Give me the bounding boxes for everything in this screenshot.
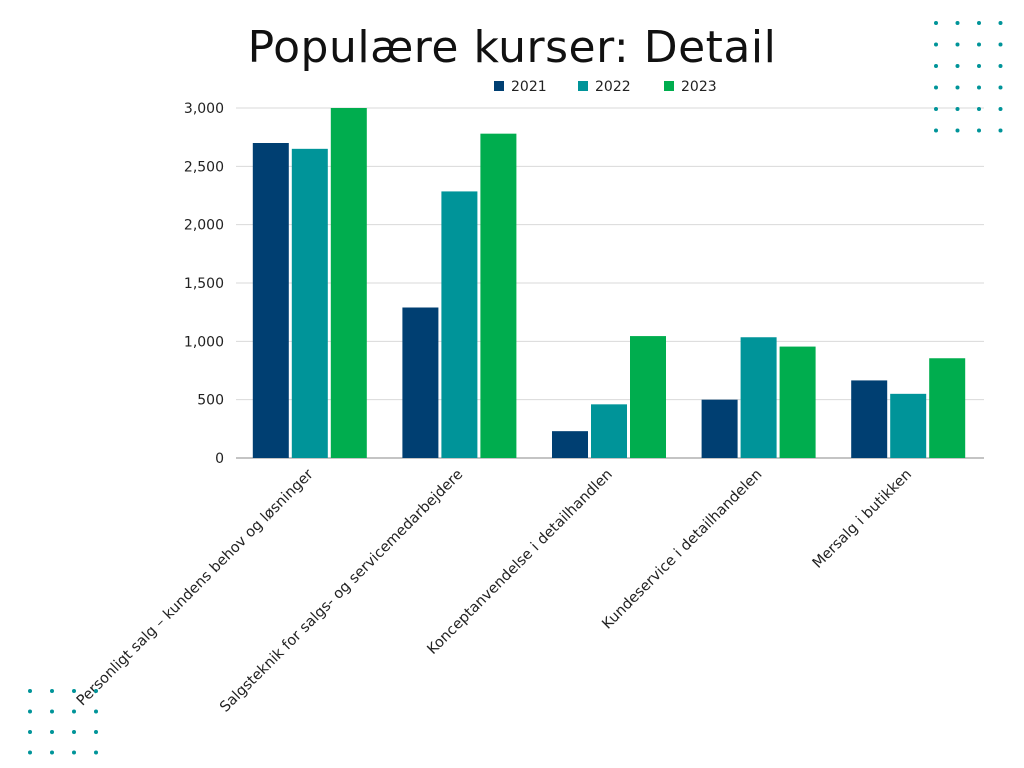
bar-2022 bbox=[291, 148, 328, 459]
bar-2022 bbox=[740, 337, 777, 458]
decorative-dot bbox=[94, 689, 98, 693]
decorative-dot bbox=[977, 64, 981, 68]
legend-label: 2022 bbox=[595, 79, 631, 95]
decorative-dot bbox=[955, 21, 960, 25]
decorative-dot bbox=[94, 709, 98, 714]
decorative-dot bbox=[977, 128, 981, 133]
y-axis-ticks: 0 500 1,000 1,500 2,000 2,500 3,000 bbox=[184, 101, 224, 467]
decorative-dot bbox=[28, 709, 32, 714]
bar-2023 bbox=[480, 133, 517, 458]
decorative-dot bbox=[50, 750, 54, 755]
bar-2023 bbox=[330, 108, 367, 458]
x-category-label: Salgsteknik for salgs- og servicemedarbe… bbox=[217, 466, 466, 715]
decorative-dot bbox=[977, 107, 981, 111]
bar-2023 bbox=[630, 336, 666, 458]
decorative-dot bbox=[955, 107, 960, 111]
decorative-dot bbox=[94, 730, 98, 734]
decorative-dot bbox=[998, 107, 1003, 111]
decorative-dot bbox=[998, 64, 1003, 68]
bars bbox=[252, 108, 966, 459]
decorative-dot bbox=[977, 42, 981, 47]
y-tick-label: 500 bbox=[197, 393, 224, 409]
decorative-dot bbox=[998, 128, 1003, 133]
decorative-dot bbox=[955, 128, 960, 133]
x-category-label: Konceptanvendelse i detailhandlen bbox=[424, 467, 615, 658]
decorative-dot-grid-top-right bbox=[934, 21, 1003, 133]
decorative-dot bbox=[955, 85, 960, 90]
chart-title: Populære kurser: Detail bbox=[247, 22, 777, 73]
legend-label: 2021 bbox=[511, 79, 547, 95]
x-category-label: Mersalg i butikken bbox=[810, 467, 915, 572]
bar-2021 bbox=[851, 380, 888, 458]
bar-2023 bbox=[929, 358, 966, 458]
decorative-dot bbox=[28, 750, 32, 755]
x-category-label: Kundeservice i detailhandelen bbox=[599, 467, 765, 633]
decorative-dot bbox=[955, 42, 960, 47]
bar-2022 bbox=[441, 191, 478, 458]
decorative-dot bbox=[955, 64, 960, 68]
decorative-dot-grid-bottom-left bbox=[28, 689, 98, 755]
bar-2021 bbox=[402, 307, 439, 458]
y-tick-label: 2,500 bbox=[184, 159, 224, 175]
decorative-dot bbox=[977, 21, 981, 25]
decorative-dot bbox=[72, 709, 76, 714]
decorative-dot bbox=[998, 21, 1003, 25]
legend: 2021 2022 2023 bbox=[494, 79, 717, 95]
decorative-dot bbox=[977, 85, 981, 90]
decorative-dot bbox=[934, 85, 938, 90]
x-category-label: Personligt salg – kundens behov og løsni… bbox=[74, 466, 317, 709]
legend-swatch-2021 bbox=[494, 81, 504, 91]
y-tick-label: 1,500 bbox=[184, 276, 224, 292]
bar-2022 bbox=[591, 404, 627, 458]
y-tick-label: 2,000 bbox=[184, 218, 224, 234]
decorative-dot bbox=[72, 730, 76, 734]
bar-2022 bbox=[890, 393, 927, 458]
legend-swatch-2022 bbox=[578, 81, 588, 91]
bar-2021 bbox=[552, 431, 588, 458]
bar-2021 bbox=[252, 143, 289, 458]
decorative-dot bbox=[934, 42, 938, 47]
decorative-dot bbox=[998, 85, 1003, 90]
decorative-dot bbox=[50, 730, 54, 734]
decorative-dot bbox=[934, 128, 938, 133]
decorative-dot bbox=[28, 730, 32, 734]
decorative-dot bbox=[50, 709, 54, 714]
legend-label: 2023 bbox=[681, 79, 717, 95]
decorative-dot bbox=[28, 689, 32, 693]
bar-2023 bbox=[779, 346, 816, 458]
decorative-dot bbox=[72, 750, 76, 755]
decorative-dot bbox=[94, 750, 98, 755]
decorative-dot bbox=[934, 107, 938, 111]
legend-swatch-2023 bbox=[664, 81, 674, 91]
y-tick-label: 1,000 bbox=[184, 334, 224, 350]
y-tick-label: 3,000 bbox=[184, 101, 224, 117]
x-axis-labels: Personligt salg – kundens behov og løsni… bbox=[74, 466, 915, 715]
decorative-dot bbox=[72, 689, 76, 693]
decorative-dot bbox=[934, 21, 938, 25]
decorative-dot bbox=[50, 689, 54, 693]
decorative-dot bbox=[998, 42, 1003, 47]
bar-2021 bbox=[701, 399, 738, 458]
decorative-dot bbox=[934, 64, 938, 68]
y-tick-label: 0 bbox=[215, 451, 224, 467]
